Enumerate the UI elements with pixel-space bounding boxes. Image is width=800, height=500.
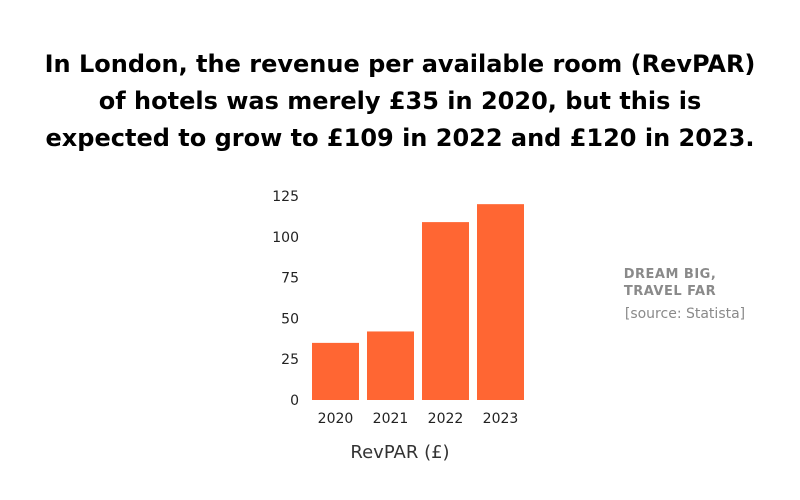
headline: In London, the revenue per available roo… <box>20 46 780 157</box>
y-tick-label: 50 <box>281 311 299 327</box>
y-tick-label: 100 <box>272 230 299 246</box>
x-tick-label: 2020 <box>318 411 354 427</box>
y-tick-label: 25 <box>281 352 299 368</box>
y-tick-label: 125 <box>272 189 299 205</box>
x-tick-label: 2023 <box>483 411 519 427</box>
y-tick-label: 75 <box>281 271 299 287</box>
bar-2023 <box>477 204 524 400</box>
x-tick-label: 2022 <box>428 411 464 427</box>
headline-line-1: In London, the revenue per available roo… <box>44 50 756 78</box>
brand-line-2: TRAVEL FAR <box>623 284 717 299</box>
y-tick-label: 0 <box>290 393 299 409</box>
headline-line-3: expected to grow to £109 in 2022 and £12… <box>45 124 755 152</box>
bar-2020 <box>312 342 359 400</box>
bar-2021 <box>367 331 414 400</box>
x-axis-label: RevPAR (£) <box>350 442 449 463</box>
x-tick-label: 2021 <box>373 411 409 427</box>
y-tick-labels: 0 25 50 75 100 125 <box>272 189 299 409</box>
headline-line-2: of hotels was merely £35 in 2020, but th… <box>98 87 702 115</box>
brand-line-1: DREAM BIG, <box>623 267 717 282</box>
source-note: [source: Statista] <box>624 306 746 322</box>
brand-logo: DREAM BIG, TRAVEL FAR <box>600 266 740 300</box>
bars-group <box>312 204 524 400</box>
x-tick-labels: 2020 2021 2022 2023 <box>318 411 519 427</box>
bar-2022 <box>422 222 469 400</box>
